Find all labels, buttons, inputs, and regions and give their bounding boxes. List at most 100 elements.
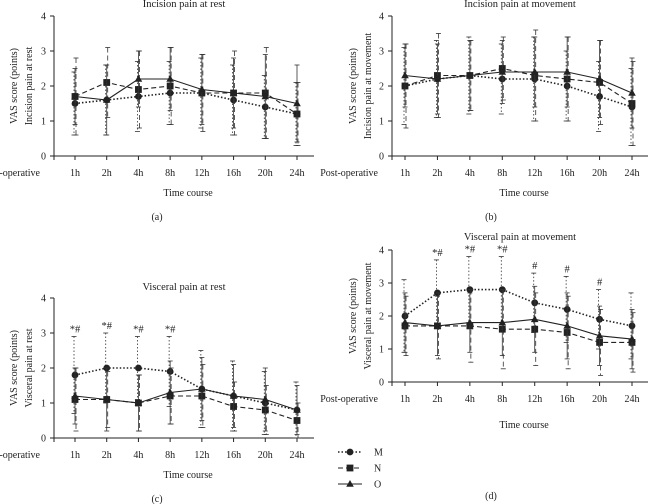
x-tick-label: 8h xyxy=(497,168,507,179)
legend-label: M xyxy=(374,448,383,459)
y-tick-label: 0 xyxy=(379,378,384,389)
x-tick-label: 8h xyxy=(497,394,507,405)
y-tick-label: 4 xyxy=(379,12,384,23)
x-tick-label: 2h xyxy=(432,168,442,179)
x-tick-label: 16h xyxy=(560,394,575,405)
x-tick-label: 12h xyxy=(194,450,209,461)
x-tick-label: Post-operative xyxy=(0,450,41,461)
x-tick-label: 4h xyxy=(133,168,143,179)
panel-caption: (c) xyxy=(151,494,162,504)
y-tick-label: 4 xyxy=(379,246,384,257)
data-point xyxy=(166,75,174,82)
significance-mark: *# xyxy=(165,325,176,336)
data-point xyxy=(229,89,238,96)
chart-title: Incision pain at rest xyxy=(143,0,226,10)
panel-caption: (d) xyxy=(485,491,497,502)
legend-label: O xyxy=(374,480,381,491)
significance-mark: *# xyxy=(101,321,112,332)
x-tick-label: 20h xyxy=(592,168,607,179)
y-axis-label: VAS score (points) xyxy=(9,330,20,406)
data-point xyxy=(498,318,507,326)
legend-entry-m: M xyxy=(338,448,383,459)
y-tick-label: 1 xyxy=(379,117,384,128)
data-point xyxy=(530,315,539,323)
chart-title: Visceral pain at movement xyxy=(464,232,576,243)
x-tick-label: 2h xyxy=(102,168,112,179)
x-tick-label: 4h xyxy=(133,450,143,461)
y-tick-label: 4 xyxy=(41,294,46,305)
chart-panel-3: Visceral pain at rest 0 1 2 3 4 Post-operative… xyxy=(0,282,314,504)
y-axis-sublabel: Incision pain at movement xyxy=(363,33,374,140)
x-tick-label: 8h xyxy=(165,450,175,461)
significance-mark: # xyxy=(532,261,538,272)
x-tick-label: 24h xyxy=(290,450,305,461)
legend-marker xyxy=(346,448,354,456)
data-point xyxy=(530,68,539,75)
legend-marker xyxy=(346,464,354,472)
data-point xyxy=(401,71,409,79)
x-tick-label: 16h xyxy=(226,450,241,461)
y-tick-label: 3 xyxy=(379,47,384,58)
y-tick-label: 3 xyxy=(379,279,384,290)
x-axis-label: Time course xyxy=(163,188,213,199)
panel-caption: (a) xyxy=(151,212,162,223)
y-tick-label: 1 xyxy=(379,345,384,356)
x-tick-label: 1h xyxy=(70,168,80,179)
chart-panel-1: Incision pain at rest 0 1 2 3 4 Post-operative… xyxy=(0,0,314,223)
x-tick-label: 20h xyxy=(592,394,607,405)
series-line xyxy=(74,78,298,105)
series-line xyxy=(404,318,633,340)
series-o xyxy=(71,47,301,143)
significance-mark: # xyxy=(565,264,571,275)
series-m xyxy=(71,332,301,439)
y-axis-label: VAS score (points) xyxy=(9,48,20,124)
series-line xyxy=(75,395,298,422)
x-axis-label: Time course xyxy=(163,470,213,481)
y-tick-label: 1 xyxy=(41,117,46,128)
data-point xyxy=(261,92,270,100)
y-tick-label: 2 xyxy=(379,312,384,323)
y-tick-label: 4 xyxy=(41,12,46,23)
data-point xyxy=(466,318,474,326)
x-tick-label: 8h xyxy=(165,168,175,179)
series-o xyxy=(401,36,636,129)
legend-label: N xyxy=(374,464,381,475)
data-point xyxy=(466,71,474,79)
x-tick-label: Post-operative xyxy=(320,394,378,405)
significance-mark: *# xyxy=(465,245,476,256)
chart-panel-4: Visceral pain at movement 0 1 2 3 4 Post-opera… xyxy=(320,232,648,502)
data-point xyxy=(166,388,174,396)
x-tick-label: 4h xyxy=(465,168,475,179)
x-tick-label: 1h xyxy=(400,168,410,179)
x-tick-label: 24h xyxy=(625,394,640,405)
x-tick-label: 16h xyxy=(226,168,241,179)
data-point xyxy=(135,364,142,372)
data-point xyxy=(628,335,636,342)
data-point xyxy=(71,392,79,399)
series-o xyxy=(401,285,636,370)
y-tick-label: 2 xyxy=(379,82,384,93)
x-tick-label: 16h xyxy=(560,168,575,179)
significance-mark: # xyxy=(597,278,603,289)
data-point xyxy=(198,385,206,392)
series-o xyxy=(71,357,301,435)
data-point xyxy=(433,321,442,329)
series-line xyxy=(74,81,298,115)
x-axis-label: Time course xyxy=(499,188,549,199)
x-axis-label: Time course xyxy=(499,420,549,431)
x-tick-label: 24h xyxy=(625,168,640,179)
x-tick-label: 20h xyxy=(258,168,273,179)
significance-mark: *# xyxy=(133,325,144,336)
data-point xyxy=(433,75,442,82)
legend-entry-n: N xyxy=(338,464,381,475)
x-tick-label: 2h xyxy=(432,394,442,405)
legend-entry-o: O xyxy=(338,480,381,491)
data-point xyxy=(134,399,143,406)
data-point xyxy=(563,68,571,75)
y-tick-label: 0 xyxy=(41,434,46,445)
data-point xyxy=(401,318,409,326)
x-tick-label: 12h xyxy=(527,168,542,179)
x-tick-label: 24h xyxy=(290,168,305,179)
y-axis-sublabel: Visceral pain at rest xyxy=(24,328,35,407)
